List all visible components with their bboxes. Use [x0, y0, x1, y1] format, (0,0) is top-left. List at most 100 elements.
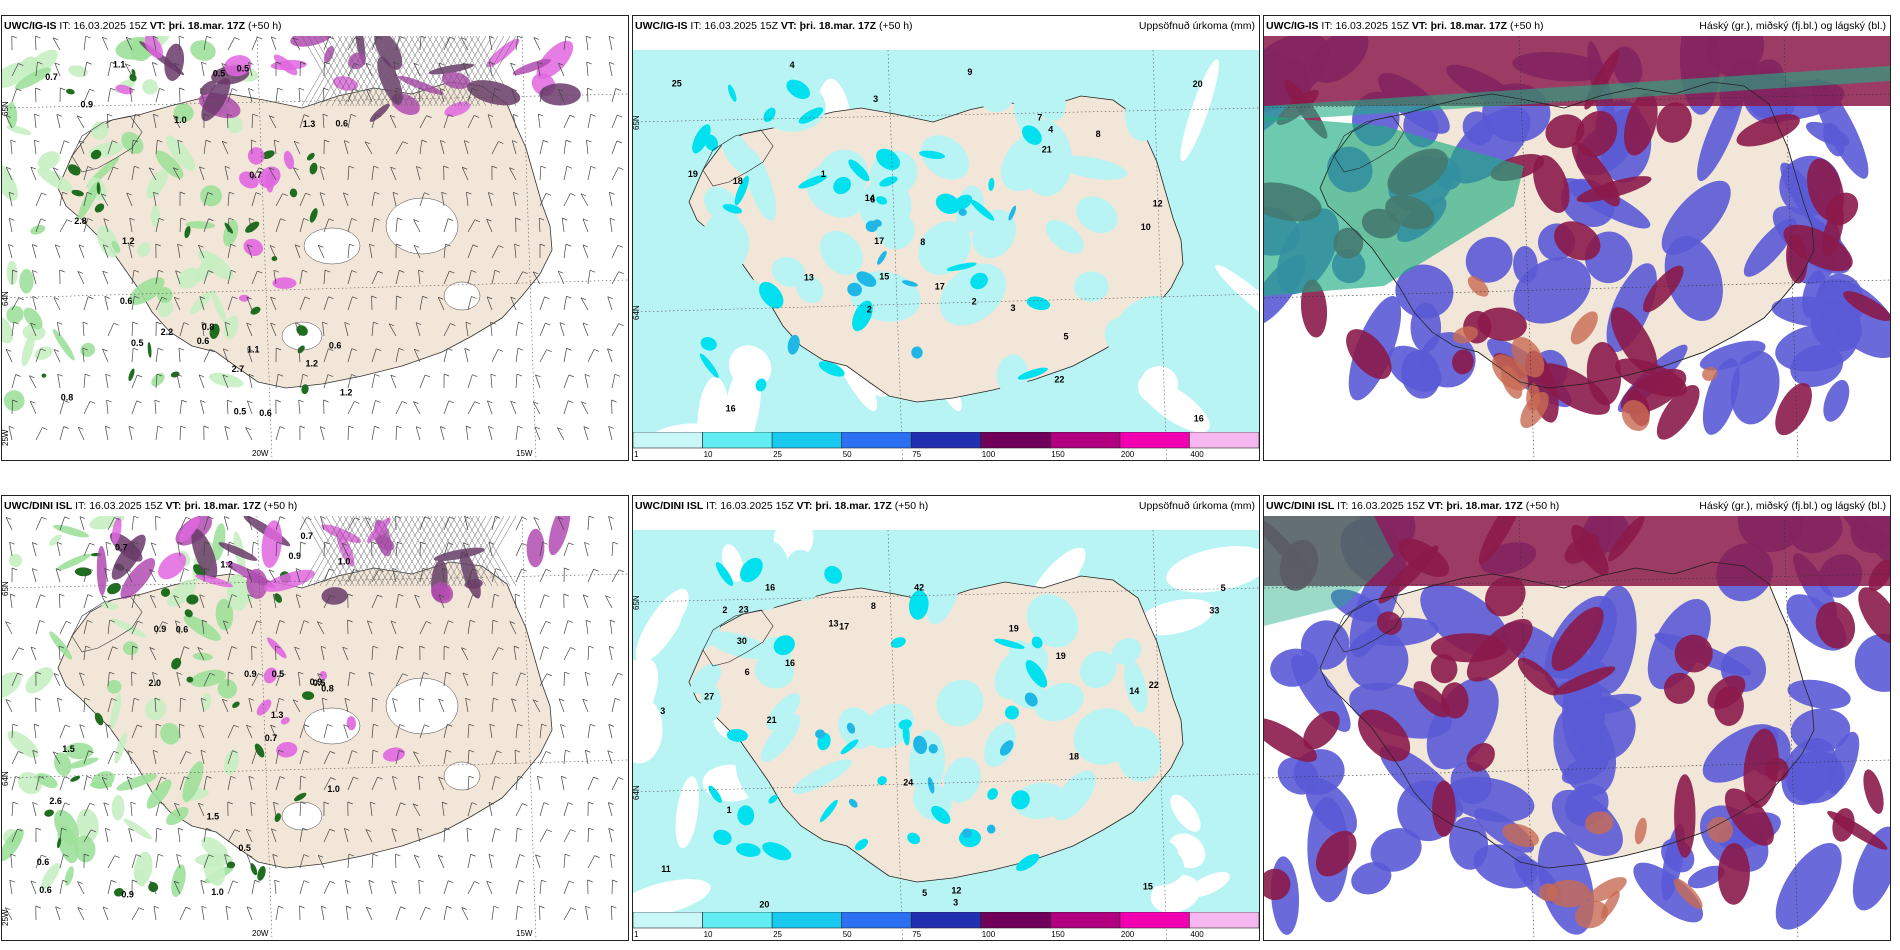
mid-cloud-layer [1264, 516, 1890, 929]
panel-title: UWC/DINI ISL IT: 16.03.2025 15Z VT: þri.… [4, 496, 297, 516]
lead-time: (+50 h) [263, 500, 298, 512]
value-label: 0.7 [301, 531, 314, 541]
graticule [1264, 516, 1890, 940]
value-label: 0.6 [39, 885, 52, 895]
value-label: 27 [704, 692, 714, 702]
it-label: IT: [59, 20, 71, 32]
init-time: 16.03.2025 15Z [720, 500, 794, 512]
colorbar-swatch [1049, 432, 1121, 449]
value-label: 15 [1143, 881, 1153, 891]
value-label: 42 [914, 583, 924, 593]
value-label: 19 [688, 169, 698, 179]
lon-label-15w: 15W [516, 449, 533, 458]
colorbar-tick: 25 [773, 930, 782, 939]
value-label: 14 [865, 193, 875, 203]
value-label: 11 [661, 864, 671, 874]
lat-label-64n: 64N [633, 785, 641, 800]
colorbar-tick: 100 [982, 450, 996, 459]
value-label: 7 [1037, 113, 1042, 123]
init-time: 16.03.2025 15Z [1351, 500, 1425, 512]
valid-time: þri. 18.mar. 17Z [799, 20, 877, 32]
colorbar-tick: 100 [982, 930, 996, 939]
valid-time: þri. 18.mar. 17Z [1430, 20, 1508, 32]
vt-label: VT: [1411, 20, 1428, 32]
value-label: 24 [903, 777, 913, 787]
colorbar-tick: 400 [1190, 930, 1204, 939]
value-label: 1 [727, 805, 732, 815]
value-label: 0.5 [213, 69, 226, 79]
value-label: 18 [1069, 751, 1079, 761]
panel-igis-clouds: UWC/IG-IS IT: 16.03.2025 15Z VT: þri. 18… [1263, 15, 1891, 461]
colorbar-swatch [1189, 912, 1259, 929]
value-label: 18 [733, 176, 743, 186]
value-label: 2 [722, 605, 727, 615]
panel-header: UWC/DINI ISL IT: 16.03.2025 15Z VT: þri.… [1264, 496, 1890, 516]
lon-label-25w: 25W [2, 429, 10, 446]
model-name: UWC/IG-IS [4, 20, 57, 32]
wind-barbs [5, 36, 624, 441]
value-label: 20 [759, 899, 769, 909]
colorbar-tick: 200 [1121, 930, 1135, 939]
value-label: 19 [1009, 624, 1019, 634]
lon-label-20w: 20W [252, 449, 269, 458]
value-label: 6 [870, 194, 875, 204]
colorbar-tick: 150 [1051, 450, 1065, 459]
value-label: 0.5 [272, 669, 285, 679]
value-label: 8 [1096, 129, 1101, 139]
field-title: Uppsöfnuð úrkoma (mm) [1138, 500, 1255, 512]
colorbar-swatch [841, 912, 912, 929]
colorbar-tick: 1 [634, 450, 639, 459]
value-label: 2 [867, 305, 872, 315]
lat-label-65n: 65N [633, 115, 641, 130]
value-label: 16 [765, 583, 775, 593]
field-title: Háský (gr.), miðský (fj.bl.) og lágský (… [1699, 500, 1886, 512]
colorbar-swatch [702, 912, 773, 929]
colorbar-swatch [910, 912, 982, 929]
lon-label-15w: 15W [516, 929, 533, 938]
value-label: 0.5 [313, 678, 326, 688]
value-label: 4 [790, 60, 795, 70]
panel-dini-clouds: UWC/DINI ISL IT: 16.03.2025 15Z VT: þri.… [1263, 495, 1891, 941]
value-label: 2.7 [232, 364, 245, 374]
panel-title: UWC/IG-IS IT: 16.03.2025 15Z VT: þri. 18… [635, 16, 913, 36]
value-label: 17 [935, 282, 945, 292]
value-label: 8 [920, 237, 925, 247]
colorbar-tick: 1 [634, 930, 639, 939]
vt-label: VT: [165, 500, 182, 512]
value-label: 14 [1129, 686, 1139, 696]
value-label: 20 [1193, 79, 1203, 89]
value-label: 0.9 [81, 99, 94, 109]
panel-igis-accum-precip: UWC/IG-IS IT: 16.03.2025 15Z VT: þri. 18… [632, 15, 1260, 461]
value-labels: 3511121816192024232133422730221617191514… [660, 583, 1225, 910]
colorbar-swatch [841, 432, 912, 449]
field-title: Uppsöfnuð úrkoma (mm) [1138, 20, 1255, 32]
colorbar-swatch [771, 432, 843, 449]
value-label: 0.7 [115, 543, 128, 553]
wind-barbs [4, 516, 625, 921]
value-label: 3 [1011, 303, 1016, 313]
valid-time: þri. 18.mar. 17Z [1446, 500, 1523, 512]
value-label: 1.1 [113, 60, 126, 70]
value-label: 23 [739, 605, 749, 615]
model-name: UWC/DINI ISL [1266, 500, 1335, 512]
vt-label: VT: [780, 20, 797, 32]
value-label: 12 [951, 886, 961, 896]
value-labels: 1.2 0.6 0.8 0.5 1.1 0.7 0.6 1.2 0.9 2.7 2.8 1.2 0.5 0… [45, 60, 352, 419]
value-label: 1.0 [174, 115, 187, 125]
value-label: 0.6 [336, 118, 349, 128]
colorbar-swatch [980, 432, 1051, 449]
value-label: 16 [726, 403, 736, 413]
value-label: 0.5 [238, 843, 251, 853]
model-name: UWC/DINI ISL [635, 500, 704, 512]
value-label: 0.7 [249, 170, 262, 180]
colorbar-swatch [771, 912, 843, 929]
colorbar-swatch [910, 432, 982, 449]
value-label: 1.2 [306, 359, 319, 369]
value-label: 1.1 [247, 345, 260, 355]
valid-time: þri. 18.mar. 17Z [815, 500, 892, 512]
colorbar-tick: 75 [912, 450, 921, 459]
colorbar-swatch [1119, 912, 1190, 929]
value-labels: 8834621415161710122019212517221618139753… [672, 60, 1204, 424]
value-label: 2 [972, 297, 977, 307]
